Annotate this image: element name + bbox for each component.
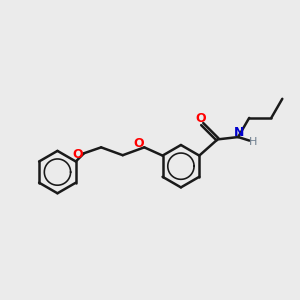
Text: O: O <box>195 112 206 125</box>
Text: H: H <box>249 137 257 147</box>
Text: N: N <box>233 126 244 139</box>
Text: O: O <box>134 137 144 150</box>
Text: O: O <box>73 148 83 161</box>
